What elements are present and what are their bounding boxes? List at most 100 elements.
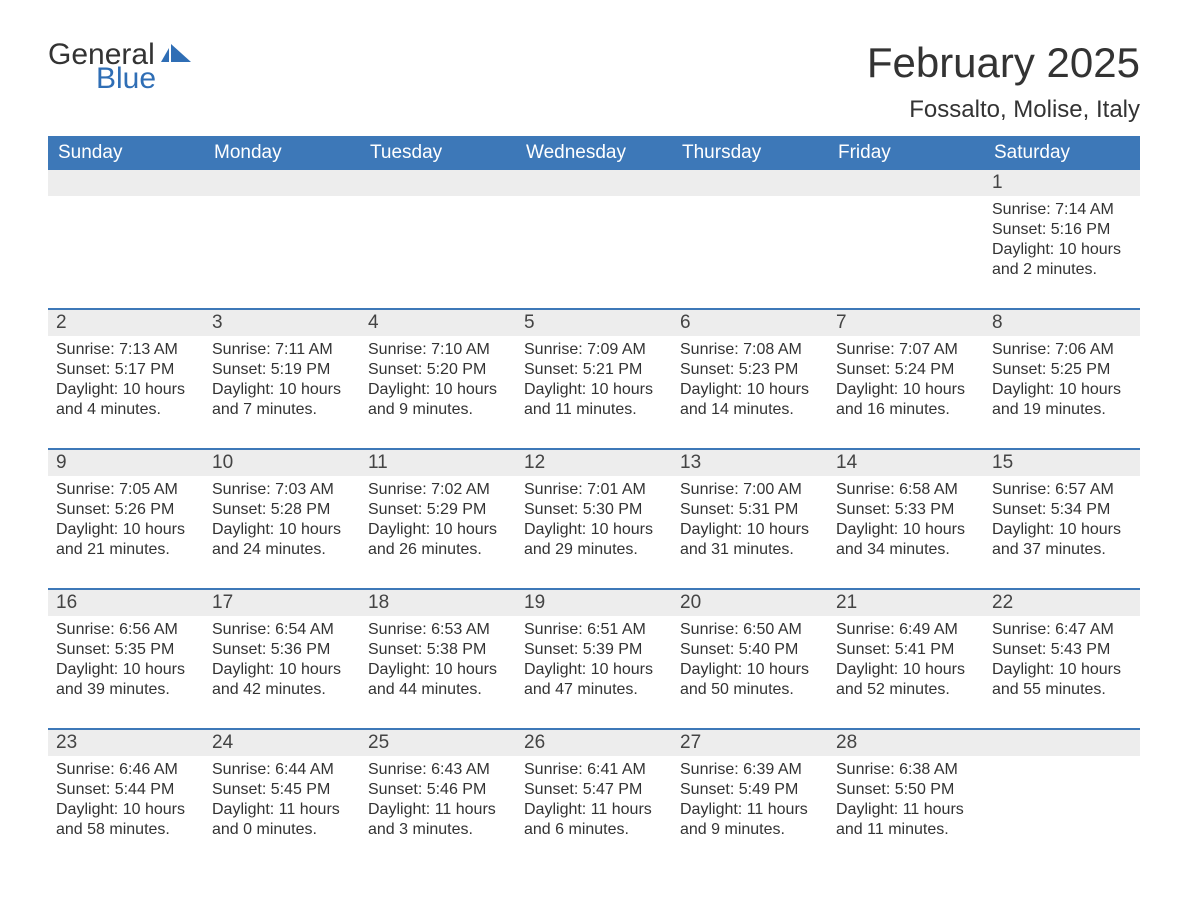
day-cell: 6Sunrise: 7:08 AMSunset: 5:23 PMDaylight…: [672, 310, 828, 424]
sunset-text: Sunset: 5:35 PM: [56, 640, 196, 660]
day-number: [360, 170, 516, 196]
day-details: Sunrise: 7:05 AMSunset: 5:26 PMDaylight:…: [48, 476, 204, 564]
sunset-text: Sunset: 5:23 PM: [680, 360, 820, 380]
sunset-text: Sunset: 5:49 PM: [680, 780, 820, 800]
day-cell: 10Sunrise: 7:03 AMSunset: 5:28 PMDayligh…: [204, 450, 360, 564]
day-number: 11: [360, 450, 516, 476]
day-number: [516, 170, 672, 196]
day-number: [48, 170, 204, 196]
week-row: 16Sunrise: 6:56 AMSunset: 5:35 PMDayligh…: [48, 588, 1140, 704]
week-row: 1Sunrise: 7:14 AMSunset: 5:16 PMDaylight…: [48, 170, 1140, 284]
day-details: Sunrise: 6:46 AMSunset: 5:44 PMDaylight:…: [48, 756, 204, 844]
sunset-text: Sunset: 5:41 PM: [836, 640, 976, 660]
day-cell: 7Sunrise: 7:07 AMSunset: 5:24 PMDaylight…: [828, 310, 984, 424]
sunset-text: Sunset: 5:50 PM: [836, 780, 976, 800]
day-cell: 2Sunrise: 7:13 AMSunset: 5:17 PMDaylight…: [48, 310, 204, 424]
day-cell: 8Sunrise: 7:06 AMSunset: 5:25 PMDaylight…: [984, 310, 1140, 424]
page-header: General Blue February 2025 Fossalto, Mol…: [48, 40, 1140, 124]
day-details: Sunrise: 7:03 AMSunset: 5:28 PMDaylight:…: [204, 476, 360, 564]
sunset-text: Sunset: 5:45 PM: [212, 780, 352, 800]
day-number: 26: [516, 730, 672, 756]
day-details: [360, 196, 516, 204]
sunrise-text: Sunrise: 6:43 AM: [368, 760, 508, 780]
sunset-text: Sunset: 5:24 PM: [836, 360, 976, 380]
day-cell: 9Sunrise: 7:05 AMSunset: 5:26 PMDaylight…: [48, 450, 204, 564]
day-cell: 25Sunrise: 6:43 AMSunset: 5:46 PMDayligh…: [360, 730, 516, 844]
sunset-text: Sunset: 5:40 PM: [680, 640, 820, 660]
dow-monday: Monday: [204, 136, 360, 170]
day-details: Sunrise: 6:58 AMSunset: 5:33 PMDaylight:…: [828, 476, 984, 564]
day-cell: 5Sunrise: 7:09 AMSunset: 5:21 PMDaylight…: [516, 310, 672, 424]
sunset-text: Sunset: 5:47 PM: [524, 780, 664, 800]
sunrise-text: Sunrise: 6:54 AM: [212, 620, 352, 640]
day-details: [516, 196, 672, 204]
day-details: Sunrise: 7:10 AMSunset: 5:20 PMDaylight:…: [360, 336, 516, 424]
day-cell: 4Sunrise: 7:10 AMSunset: 5:20 PMDaylight…: [360, 310, 516, 424]
sunset-text: Sunset: 5:44 PM: [56, 780, 196, 800]
dow-tuesday: Tuesday: [360, 136, 516, 170]
day-details: Sunrise: 6:41 AMSunset: 5:47 PMDaylight:…: [516, 756, 672, 844]
daylight-text: Daylight: 10 hours and 47 minutes.: [524, 660, 664, 700]
day-number: 3: [204, 310, 360, 336]
day-cell: 17Sunrise: 6:54 AMSunset: 5:36 PMDayligh…: [204, 590, 360, 704]
day-cell: [204, 170, 360, 284]
dow-thursday: Thursday: [672, 136, 828, 170]
day-number: 25: [360, 730, 516, 756]
day-details: Sunrise: 7:00 AMSunset: 5:31 PMDaylight:…: [672, 476, 828, 564]
day-number: 20: [672, 590, 828, 616]
sunrise-text: Sunrise: 7:07 AM: [836, 340, 976, 360]
daylight-text: Daylight: 11 hours and 9 minutes.: [680, 800, 820, 840]
day-of-week-header: Sunday Monday Tuesday Wednesday Thursday…: [48, 136, 1140, 170]
day-details: Sunrise: 6:57 AMSunset: 5:34 PMDaylight:…: [984, 476, 1140, 564]
daylight-text: Daylight: 10 hours and 9 minutes.: [368, 380, 508, 420]
day-cell: 28Sunrise: 6:38 AMSunset: 5:50 PMDayligh…: [828, 730, 984, 844]
day-cell: 15Sunrise: 6:57 AMSunset: 5:34 PMDayligh…: [984, 450, 1140, 564]
day-cell: 13Sunrise: 7:00 AMSunset: 5:31 PMDayligh…: [672, 450, 828, 564]
sunrise-text: Sunrise: 7:14 AM: [992, 200, 1132, 220]
day-details: Sunrise: 6:43 AMSunset: 5:46 PMDaylight:…: [360, 756, 516, 844]
calendar-grid: Sunday Monday Tuesday Wednesday Thursday…: [48, 136, 1140, 844]
logo-flag-icon: [161, 44, 191, 70]
sunrise-text: Sunrise: 7:02 AM: [368, 480, 508, 500]
daylight-text: Daylight: 10 hours and 50 minutes.: [680, 660, 820, 700]
day-details: Sunrise: 6:44 AMSunset: 5:45 PMDaylight:…: [204, 756, 360, 844]
sunset-text: Sunset: 5:16 PM: [992, 220, 1132, 240]
day-cell: 18Sunrise: 6:53 AMSunset: 5:38 PMDayligh…: [360, 590, 516, 704]
daylight-text: Daylight: 11 hours and 0 minutes.: [212, 800, 352, 840]
day-details: Sunrise: 6:56 AMSunset: 5:35 PMDaylight:…: [48, 616, 204, 704]
day-number: [984, 730, 1140, 756]
daylight-text: Daylight: 10 hours and 37 minutes.: [992, 520, 1132, 560]
sunrise-text: Sunrise: 7:10 AM: [368, 340, 508, 360]
sunset-text: Sunset: 5:28 PM: [212, 500, 352, 520]
day-details: Sunrise: 7:09 AMSunset: 5:21 PMDaylight:…: [516, 336, 672, 424]
sunset-text: Sunset: 5:43 PM: [992, 640, 1132, 660]
day-details: Sunrise: 6:51 AMSunset: 5:39 PMDaylight:…: [516, 616, 672, 704]
day-cell: 26Sunrise: 6:41 AMSunset: 5:47 PMDayligh…: [516, 730, 672, 844]
day-number: 6: [672, 310, 828, 336]
daylight-text: Daylight: 10 hours and 24 minutes.: [212, 520, 352, 560]
day-cell: [984, 730, 1140, 844]
sunrise-text: Sunrise: 7:03 AM: [212, 480, 352, 500]
sunrise-text: Sunrise: 7:11 AM: [212, 340, 352, 360]
dow-sunday: Sunday: [48, 136, 204, 170]
daylight-text: Daylight: 10 hours and 16 minutes.: [836, 380, 976, 420]
day-details: Sunrise: 7:07 AMSunset: 5:24 PMDaylight:…: [828, 336, 984, 424]
daylight-text: Daylight: 10 hours and 31 minutes.: [680, 520, 820, 560]
day-details: [48, 196, 204, 204]
day-number: 19: [516, 590, 672, 616]
daylight-text: Daylight: 11 hours and 11 minutes.: [836, 800, 976, 840]
sunset-text: Sunset: 5:26 PM: [56, 500, 196, 520]
sunrise-text: Sunrise: 6:46 AM: [56, 760, 196, 780]
week-row: 23Sunrise: 6:46 AMSunset: 5:44 PMDayligh…: [48, 728, 1140, 844]
sunset-text: Sunset: 5:19 PM: [212, 360, 352, 380]
sunrise-text: Sunrise: 6:44 AM: [212, 760, 352, 780]
title-block: February 2025 Fossalto, Molise, Italy: [867, 40, 1140, 124]
day-cell: 21Sunrise: 6:49 AMSunset: 5:41 PMDayligh…: [828, 590, 984, 704]
day-cell: 12Sunrise: 7:01 AMSunset: 5:30 PMDayligh…: [516, 450, 672, 564]
sunset-text: Sunset: 5:25 PM: [992, 360, 1132, 380]
daylight-text: Daylight: 10 hours and 58 minutes.: [56, 800, 196, 840]
day-number: [672, 170, 828, 196]
daylight-text: Daylight: 10 hours and 29 minutes.: [524, 520, 664, 560]
day-cell: 22Sunrise: 6:47 AMSunset: 5:43 PMDayligh…: [984, 590, 1140, 704]
daylight-text: Daylight: 10 hours and 11 minutes.: [524, 380, 664, 420]
